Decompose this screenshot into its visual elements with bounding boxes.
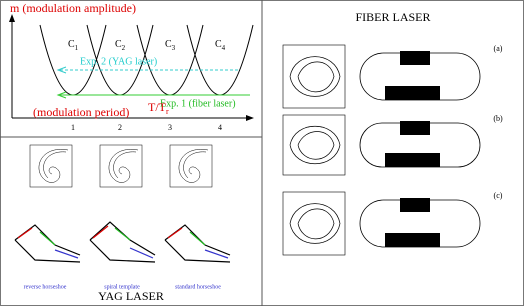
template-label: reverse horseshoe	[24, 284, 67, 290]
y-label: m (modulation amplitude)	[10, 1, 136, 15]
row-label: (b)	[493, 114, 503, 123]
template-label: standard horseshoe	[175, 284, 221, 290]
tick-label: 4	[218, 123, 222, 132]
row-label: (a)	[494, 44, 503, 53]
curve-sub: 1	[75, 44, 79, 52]
template-fill	[385, 233, 440, 247]
curve-sub: 4	[222, 44, 226, 52]
x-label: (modulation period)	[33, 105, 129, 119]
template-fill	[400, 51, 430, 65]
fiber-title: FIBER LASER	[355, 10, 430, 24]
tick-label: 3	[168, 123, 172, 132]
template-fill	[385, 153, 440, 167]
ratio-base: T/T	[148, 100, 167, 114]
tick-label: 2	[118, 123, 122, 132]
exp1-label: Exp. 1 (fiber laser)	[160, 98, 236, 109]
curve-sub: 2	[122, 44, 126, 52]
figure: m (modulation amplitude) C1C2C3C4 Exp. 2…	[0, 0, 524, 306]
template-fill	[385, 86, 440, 100]
tick-label: 1	[71, 123, 75, 132]
curve-sub: 3	[172, 44, 176, 52]
x-ratio: T/Tr	[148, 100, 169, 116]
yag-title: YAG LASER	[98, 289, 164, 303]
exp2-label: Exp. 2 (YAG laser)	[80, 56, 157, 67]
row-label: (c)	[494, 191, 503, 200]
ratio-sub: r	[166, 107, 169, 116]
template-fill	[400, 121, 430, 135]
template-fill	[400, 198, 430, 212]
